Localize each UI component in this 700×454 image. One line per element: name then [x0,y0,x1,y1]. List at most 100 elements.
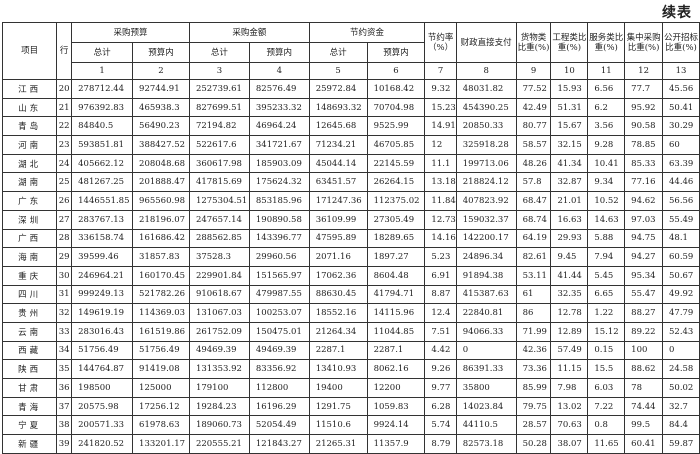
cell-value: 6.28 [424,396,457,417]
cell-value: 200571.33 [71,415,134,436]
cell-value: 11044.85 [366,321,426,342]
column-number: 7 [424,62,457,80]
region-name: 西藏 [1,340,58,361]
cell-value: 479987.55 [248,284,310,305]
header-amount-in: 预算内 [248,42,310,63]
cell-value: 3.56 [587,116,626,137]
cell-value: 360617.98 [188,153,250,174]
line-number: 37 [56,396,73,417]
cell-value: 853185.96 [248,191,310,211]
cell-value: 84.4 [662,415,700,436]
cell-value: 12645.68 [308,116,368,137]
cell-value: 160170.45 [132,265,190,286]
column-number: 8 [455,62,517,80]
cell-value: 85.33 [624,153,663,174]
cell-value: 114369.03 [132,303,190,323]
region-name: 甘肃 [1,378,58,398]
cell-value: 72194.82 [188,116,250,137]
cell-value: 12.4 [424,303,457,323]
cell-value: 11510.6 [308,415,368,436]
header-direct-pay: 财政直接支付 [455,22,517,63]
column-number: 6 [366,62,426,80]
cell-value: 1897.27 [366,247,426,267]
region-name: 湖北 [1,153,58,174]
line-number: 33 [56,321,73,342]
cell-value: 185903.09 [248,153,310,174]
cell-value: 30.29 [662,116,700,137]
cell-value: 112375.02 [366,191,426,211]
cell-value: 42.49 [515,97,552,118]
table-row: 深圳 27 283767.13 218196.07 247657.14 190890.58… [1,209,700,230]
cell-value: 26264.15 [366,172,426,193]
cell-value: 24.58 [662,359,700,379]
cell-value: 20575.98 [71,396,134,417]
cell-value: 8.79 [424,434,457,454]
cell-value: 405662.12 [71,153,134,174]
cell-value: 91894.38 [455,265,517,286]
cell-value: 229901.84 [188,265,250,286]
cell-value: 10168.42 [366,79,426,99]
cell-value: 63451.57 [308,172,368,193]
cell-value: 59.87 [662,434,700,454]
cell-value: 45.56 [662,79,700,99]
cell-value: 1275304.51 [188,191,250,211]
cell-value: 44.46 [662,172,700,193]
cell-value: 84840.5 [71,116,134,137]
cell-value: 15.93 [550,79,589,99]
line-number: 39 [56,434,73,454]
cell-value: 68.47 [515,191,552,211]
cell-value: 325918.28 [455,135,517,155]
cell-value: 27305.49 [366,209,426,230]
cell-value: 94.62 [624,191,663,211]
cell-value: 73.36 [515,359,552,379]
cell-value: 14.16 [424,228,457,249]
table-row: 广东 26 1446551.85 965560.98 1275304.51 853185.… [1,191,700,211]
table-row: 江西 20 278712.44 92744.91 252739.61 82576.49 25… [1,79,700,99]
cell-value: 150475.01 [248,321,310,342]
cell-value: 48.1 [662,228,700,249]
cell-value: 39599.46 [71,247,134,267]
line-number: 21 [56,97,73,118]
cell-value: 7.22 [587,396,626,417]
cell-value: 24896.34 [455,247,517,267]
cell-value: 20850.33 [455,116,517,137]
cell-value: 388427.52 [132,135,190,155]
region-name: 青岛 [1,116,58,137]
cell-value: 70.63 [550,415,589,436]
header-savings: 节约资金 [308,22,426,43]
region-name: 重庆 [1,265,58,286]
table-row: 重庆 30 246964.21 160170.45 229901.84 151565.97… [1,265,700,286]
region-name: 湖南 [1,172,58,193]
cell-value: 74.44 [624,396,663,417]
cell-value: 2071.16 [308,247,368,267]
cell-value: 395233.32 [248,97,310,118]
cell-value: 112800 [248,378,310,398]
cell-value: 12 [424,135,457,155]
cell-value: 47595.89 [308,228,368,249]
line-number: 22 [56,116,73,137]
cell-value: 12200 [366,378,426,398]
cell-value: 57.8 [515,172,552,193]
cell-value: 159032.37 [455,209,517,230]
cell-value: 61978.63 [132,415,190,436]
cell-value: 60 [662,135,700,155]
cell-value: 28.57 [515,415,552,436]
cell-value: 283767.13 [71,209,134,230]
cell-value: 32.35 [550,284,589,305]
continued-label: 续表 [662,5,692,21]
cell-value: 179100 [188,378,250,398]
cell-value: 976392.83 [71,97,134,118]
header-budget-in: 预算内 [132,42,190,63]
header-budget-total: 总计 [71,42,134,63]
cell-value: 0.15 [587,340,626,361]
cell-value: 2287.1 [366,340,426,361]
column-number: 5 [308,62,368,80]
cell-value: 88630.45 [308,284,368,305]
cell-value: 56490.23 [132,116,190,137]
cell-value: 143396.77 [248,228,310,249]
cell-value: 63.39 [662,153,700,174]
cell-value: 14115.96 [366,303,426,323]
cell-value: 9.26 [424,359,457,379]
cell-value: 95.92 [624,97,663,118]
cell-value: 208048.68 [132,153,190,174]
